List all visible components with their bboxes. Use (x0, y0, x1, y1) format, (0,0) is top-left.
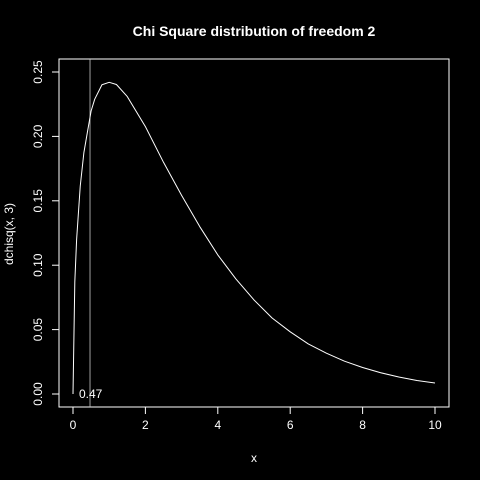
x-tick-label: 4 (214, 418, 221, 432)
annotation-label: 0.47 (79, 387, 103, 401)
y-tick-label: 0.15 (31, 189, 45, 213)
y-axis-label: dchisq(x, 3) (2, 203, 16, 265)
x-tick-label: 0 (70, 418, 77, 432)
x-tick-label: 2 (142, 418, 149, 432)
y-tick-label: 0.25 (31, 60, 45, 84)
x-tick-label: 10 (428, 418, 442, 432)
y-tick-label: 0.00 (31, 382, 45, 406)
plot-area: 0 2 4 6 8 10 0.00 0.05 0.10 0.15 0.20 0.25 0.47 (31, 59, 442, 432)
x-axis-label: x (251, 451, 257, 465)
x-tick-label: 6 (287, 418, 294, 432)
y-tick-label: 0.10 (31, 253, 45, 277)
x-tick-label: 8 (359, 418, 366, 432)
y-tick-label: 0.05 (31, 318, 45, 342)
y-tick-label: 0.20 (31, 124, 45, 148)
plot-frame (58, 58, 450, 408)
chart-title: Chi Square distribution of freedom 2 (133, 23, 376, 39)
density-curve (72, 81, 436, 395)
